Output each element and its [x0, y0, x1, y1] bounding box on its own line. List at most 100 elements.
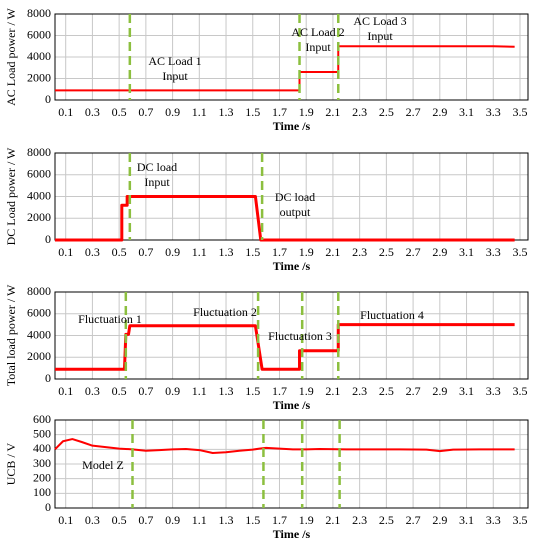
y-tick-label: 8000	[27, 145, 51, 159]
x-tick-label: 2.1	[325, 384, 340, 398]
annotation: Input	[144, 175, 170, 189]
x-tick-label: 0.5	[112, 384, 127, 398]
y-tick-label: 0	[45, 92, 51, 106]
x-tick-label: 2.1	[325, 513, 340, 527]
annotation: DC load	[137, 160, 177, 174]
x-tick-label: 0.7	[138, 245, 153, 259]
x-tick-label: 2.1	[325, 245, 340, 259]
annotation: Fluctuation 2	[193, 305, 257, 319]
x-tick-label: 0.9	[165, 513, 180, 527]
annotation: Input	[162, 69, 188, 83]
plot-frame	[54, 13, 529, 101]
y-tick-label: 2000	[27, 210, 51, 224]
annotation: Model Z	[82, 458, 124, 472]
x-tick-label: 0.1	[58, 513, 73, 527]
x-tick-label: 1.7	[272, 513, 287, 527]
x-tick-label: 0.5	[112, 105, 127, 119]
data-line	[55, 45, 515, 92]
annotation: AC Load 2	[291, 25, 344, 39]
y-tick-label: 6000	[27, 27, 51, 41]
x-tick-label: 0.7	[138, 384, 153, 398]
x-tick-label: 2.7	[406, 105, 421, 119]
x-tick-label: 2.5	[379, 245, 394, 259]
annotation: AC Load 3	[353, 14, 406, 28]
y-axis-label: DC Load power / W	[4, 147, 18, 245]
x-tick-label: 2.3	[352, 245, 367, 259]
x-axis-label: Time /s	[273, 119, 311, 133]
x-tick-label: 2.7	[406, 384, 421, 398]
y-axis-label: UCB / V	[4, 442, 18, 485]
x-tick-label: 0.5	[112, 513, 127, 527]
y-axis-label: Total load power / W	[4, 284, 18, 386]
x-tick-label: 3.5	[512, 384, 527, 398]
x-tick-label: 0.9	[165, 105, 180, 119]
x-tick-label: 2.5	[379, 384, 394, 398]
annotation: output	[280, 205, 311, 219]
annotation: DC load	[275, 190, 315, 204]
x-tick-label: 1.1	[192, 245, 207, 259]
x-tick-label: 2.5	[379, 105, 394, 119]
x-tick-label: 1.1	[192, 384, 207, 398]
y-tick-label: 200	[33, 470, 51, 484]
x-tick-label: 0.1	[58, 384, 73, 398]
x-tick-label: 3.5	[512, 513, 527, 527]
x-tick-label: 3.1	[459, 384, 474, 398]
y-tick-label: 100	[33, 485, 51, 499]
y-tick-label: 600	[33, 412, 51, 426]
x-axis-label: Time /s	[273, 398, 311, 412]
y-tick-label: 8000	[27, 6, 51, 20]
x-tick-label: 0.1	[58, 105, 73, 119]
y-tick-label: 6000	[27, 167, 51, 181]
x-tick-label: 0.7	[138, 105, 153, 119]
x-tick-label: 1.5	[245, 384, 260, 398]
x-tick-label: 0.7	[138, 513, 153, 527]
x-tick-label: 1.9	[299, 245, 314, 259]
annotation: AC Load 1	[148, 54, 201, 68]
x-tick-label: 0.3	[85, 513, 100, 527]
plot-frame	[54, 419, 529, 509]
y-tick-label: 8000	[27, 284, 51, 298]
x-tick-label: 2.7	[406, 245, 421, 259]
data-line	[54, 438, 515, 454]
x-tick-label: 1.3	[219, 245, 234, 259]
x-tick-label: 0.3	[85, 384, 100, 398]
x-tick-label: 1.7	[272, 245, 287, 259]
x-tick-label: 0.9	[165, 384, 180, 398]
x-tick-label: 1.5	[245, 513, 260, 527]
x-tick-label: 3.5	[512, 105, 527, 119]
x-tick-label: 1.7	[272, 105, 287, 119]
x-tick-label: 1.5	[245, 245, 260, 259]
x-tick-label: 1.5	[245, 105, 260, 119]
y-tick-label: 4000	[27, 327, 51, 341]
x-tick-label: 3.5	[512, 245, 527, 259]
x-tick-label: 0.3	[85, 245, 100, 259]
x-tick-label: 2.9	[432, 384, 447, 398]
y-tick-label: 0	[45, 371, 51, 385]
y-tick-label: 0	[45, 232, 51, 246]
annotation: Input	[305, 40, 331, 54]
x-tick-label: 1.3	[219, 513, 234, 527]
x-tick-label: 2.7	[406, 513, 421, 527]
x-tick-label: 3.1	[459, 513, 474, 527]
x-tick-label: 2.9	[432, 245, 447, 259]
annotation: Fluctuation 3	[268, 329, 332, 343]
x-tick-label: 0.9	[165, 245, 180, 259]
x-tick-label: 1.9	[299, 384, 314, 398]
data-line	[55, 195, 515, 242]
x-tick-label: 1.9	[299, 105, 314, 119]
x-tick-label: 3.3	[486, 384, 501, 398]
y-axis-label: AC Load power / W	[4, 7, 18, 105]
x-tick-label: 1.7	[272, 384, 287, 398]
x-tick-label: 2.5	[379, 513, 394, 527]
x-tick-label: 2.3	[352, 384, 367, 398]
x-tick-label: 0.1	[58, 245, 73, 259]
x-tick-label: 2.9	[432, 105, 447, 119]
x-tick-label: 1.9	[299, 513, 314, 527]
x-tick-label: 3.1	[459, 245, 474, 259]
y-tick-label: 2000	[27, 349, 51, 363]
y-tick-label: 4000	[27, 188, 51, 202]
y-tick-label: 4000	[27, 49, 51, 63]
x-tick-label: 2.9	[432, 513, 447, 527]
x-tick-label: 3.1	[459, 105, 474, 119]
